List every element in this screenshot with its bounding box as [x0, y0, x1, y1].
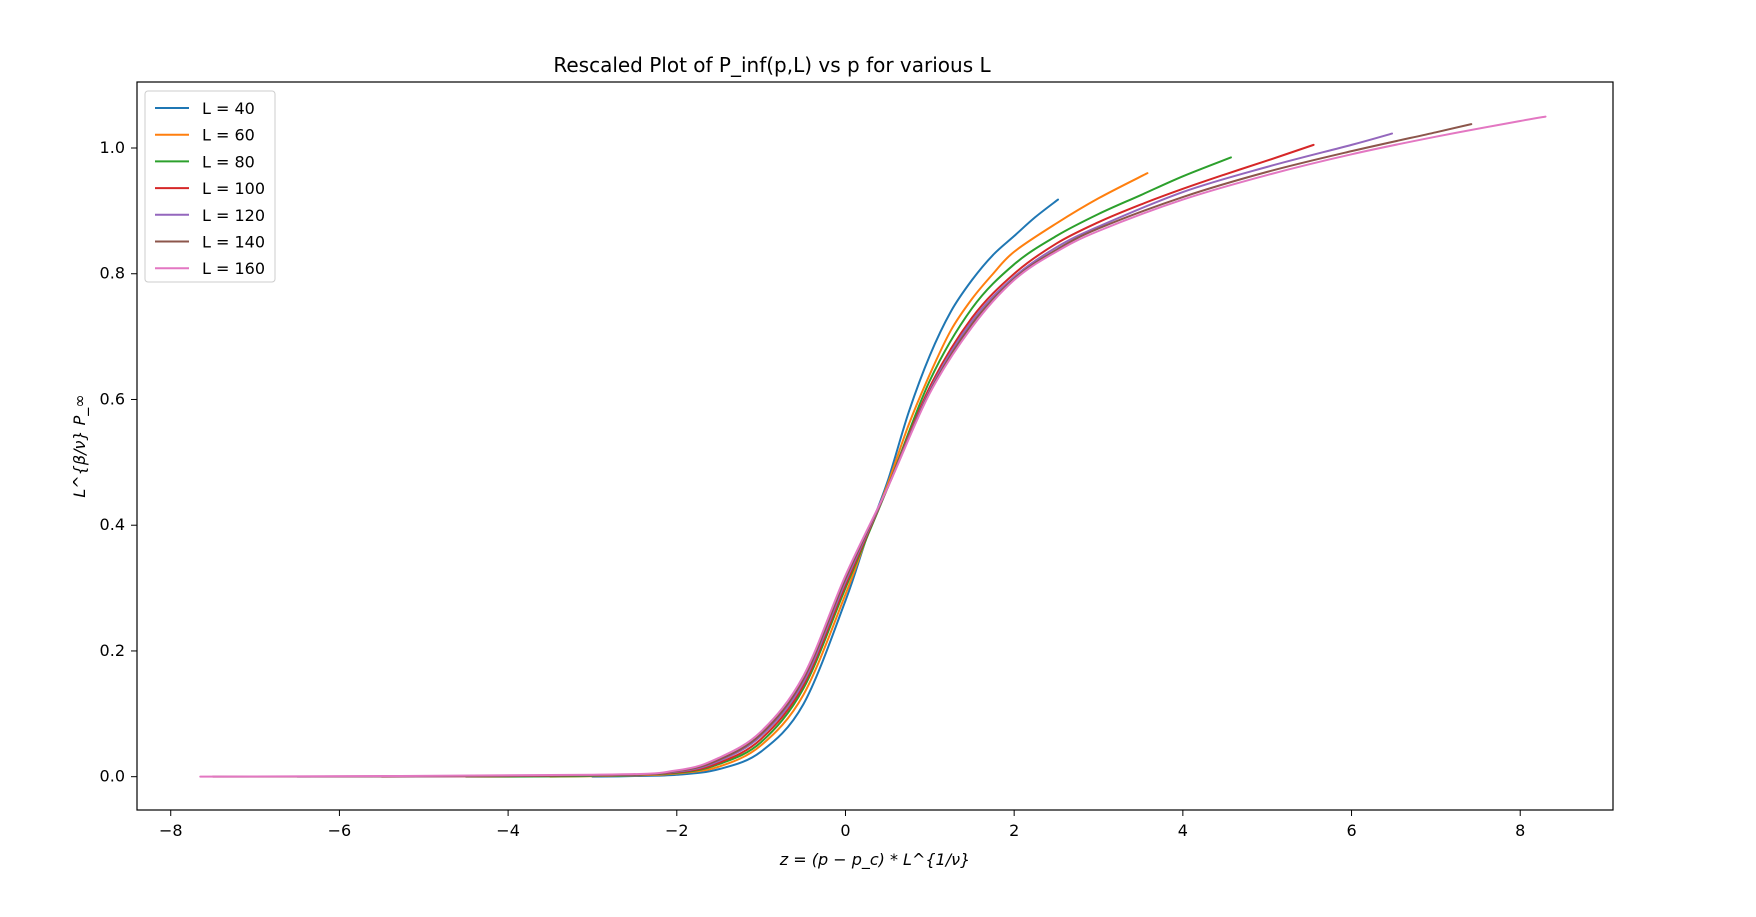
series-layer [199, 115, 1547, 778]
x-tick-label: 4 [1178, 821, 1188, 840]
y-tick-label: 0.0 [100, 767, 125, 786]
y-tick-label: 1.0 [100, 138, 125, 157]
legend-label: L = 40 [202, 99, 255, 118]
x-tick-label: 8 [1515, 821, 1525, 840]
y-tick-label: 0.4 [100, 515, 125, 534]
x-tick-label: −6 [328, 821, 352, 840]
legend-label: L = 60 [202, 126, 255, 145]
series-line-1 [549, 172, 1149, 778]
x-tick-label: −2 [665, 821, 689, 840]
series-line-6 [199, 115, 1547, 778]
x-tick-label: 2 [1009, 821, 1019, 840]
chart-title: Rescaled Plot of P_inf(p,L) vs p for var… [553, 53, 991, 77]
x-tick-label: 0 [840, 821, 850, 840]
y-tick-label: 0.2 [100, 641, 125, 660]
x-tick-label: −8 [159, 821, 183, 840]
legend-label: L = 80 [202, 152, 255, 171]
x-tick-label: 6 [1346, 821, 1356, 840]
y-axis-label: L^{β/ν} P_∞ [70, 394, 90, 497]
legend-label: L = 120 [202, 206, 265, 225]
plot-frame [136, 81, 1614, 811]
x-axis-label: z = (p − p_c) * L^{1/ν} [779, 850, 971, 870]
x-axis-ticks: −8 −6 −4 −2 0 2 4 6 8 [159, 810, 1525, 840]
y-tick-label: 0.6 [100, 389, 125, 408]
y-axis-ticks: 0.0 0.2 0.4 0.6 0.8 1.0 [100, 138, 137, 786]
legend-label: L = 140 [202, 233, 265, 252]
legend-box [144, 90, 276, 283]
y-tick-label: 0.8 [100, 264, 125, 283]
legend: L = 40 L = 60 L = 80 L = 100 L = 120 L = 140 L… [144, 90, 276, 283]
x-tick-label: −4 [496, 821, 520, 840]
legend-label: L = 100 [202, 179, 265, 198]
legend-label: L = 160 [202, 259, 265, 278]
